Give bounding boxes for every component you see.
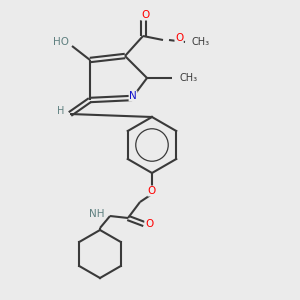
Text: N: N: [129, 91, 137, 101]
Text: O: O: [148, 186, 156, 196]
Text: NH: NH: [89, 209, 105, 219]
Text: CH₃: CH₃: [180, 73, 198, 83]
Text: O: O: [175, 33, 183, 43]
Text: HO: HO: [53, 37, 69, 47]
Text: H: H: [57, 106, 64, 116]
Text: CH₃: CH₃: [192, 37, 210, 47]
Text: O: O: [145, 219, 153, 229]
Text: O: O: [141, 10, 149, 20]
